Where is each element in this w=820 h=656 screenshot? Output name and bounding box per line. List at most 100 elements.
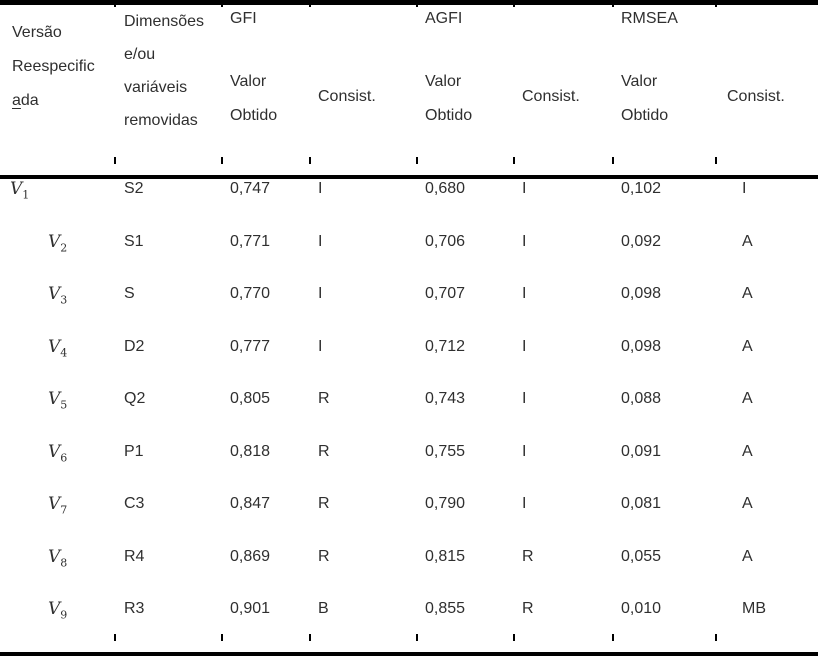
removed-cell: D2 [124, 337, 145, 355]
column-divider-tick [715, 157, 717, 164]
version-subscript: 5 [60, 398, 68, 412]
version-subscript: 9 [60, 608, 68, 622]
version-subscript: 1 [22, 188, 30, 202]
header-rmsea-value-line2: Obtido [621, 107, 669, 124]
column-divider-tick [416, 0, 418, 7]
gfi-consist-cell: R [318, 442, 330, 460]
version-letter: V [48, 284, 61, 304]
header-gfi-label: GFI [230, 10, 257, 27]
column-divider-tick [309, 634, 311, 641]
rmsea-consist-cell: A [742, 442, 753, 460]
column-divider-tick [513, 634, 515, 641]
column-divider-tick [114, 0, 116, 7]
agfi-value-cell: 0,712 [425, 337, 466, 355]
header-version-line1: Versão [12, 24, 62, 41]
agfi-consist-cell: I [522, 232, 527, 250]
column-divider-tick [612, 157, 614, 164]
gfi-consist-cell: I [318, 337, 323, 355]
column-divider-tick [114, 634, 116, 641]
gfi-consist-cell: R [318, 495, 330, 512]
table-row: V1 S2 0,747 I 0,680 I 0,102 I [0, 177, 818, 232]
version-cell: V7 [0, 494, 115, 547]
rmsea-consist-cell: A [742, 337, 753, 355]
rmsea-value-cell: 0,081 [621, 495, 662, 512]
version-letter: V [10, 179, 23, 199]
rmsea-value-cell: 0,102 [621, 180, 662, 197]
gfi-consist-cell: R [318, 547, 330, 565]
removed-cell: R3 [115, 599, 222, 656]
rmsea-value-cell: 0,098 [621, 337, 662, 355]
gfi-value-cell: 0,771 [230, 232, 271, 250]
underlined-letter: a [12, 92, 21, 109]
version-cell: V9 [0, 599, 115, 656]
rmsea-value-cell: 0,055 [621, 547, 662, 565]
rmsea-consist-cell: I [742, 180, 747, 197]
agfi-consist-cell: I [522, 337, 527, 355]
header-agfi: AGFI Valor Obtido [417, 2, 514, 179]
version-cell: V3 [0, 284, 115, 337]
column-divider-tick [309, 0, 311, 7]
agfi-consist-cell: R [522, 547, 534, 565]
removed-cell: R4 [124, 547, 145, 565]
column-divider-tick [612, 634, 614, 641]
version-subscript: 7 [60, 503, 68, 517]
column-divider-tick [221, 0, 223, 7]
removed-cell: Q2 [124, 390, 146, 407]
version-subscript: 3 [60, 293, 68, 307]
rmsea-consist-cell: A [742, 495, 753, 512]
header-version-line2: Reespecific [12, 58, 95, 75]
agfi-value-cell: 0,790 [425, 495, 466, 512]
agfi-consist-cell: I [522, 390, 527, 407]
gfi-value-cell: 0,869 [230, 547, 271, 565]
version-subscript: 8 [60, 555, 68, 569]
version-letter: V [48, 546, 61, 567]
column-divider-tick [715, 634, 717, 641]
agfi-value-cell: 0,707 [425, 285, 466, 302]
table-row: V6 P1 0,818 R 0,755 I 0,091 A [0, 442, 818, 495]
gfi-value-cell: 0,777 [230, 337, 271, 355]
rmsea-consist-cell: A [742, 547, 753, 565]
version-cell: V6 [0, 442, 115, 495]
agfi-value-cell: 0,855 [417, 599, 514, 656]
gfi-consist-cell: I [318, 285, 323, 302]
header-rmsea-consist-label: Consist. [727, 88, 785, 105]
header-version-column: Versão Reespecific ada [0, 2, 115, 179]
version-letter: V [48, 336, 61, 357]
header-rmsea: RMSEA Valor Obtido [613, 2, 716, 179]
table-row: V9 R3 0,901 B 0,855 R 0,010 MB [0, 599, 818, 656]
table-row: V5 Q2 0,805 R 0,743 I 0,088 A [0, 389, 818, 442]
table-row: V2 S1 0,771 I 0,706 I 0,092 A [0, 232, 818, 285]
table-row: V3 S 0,770 I 0,707 I 0,098 A [0, 284, 818, 337]
column-divider-tick [513, 157, 515, 164]
rmsea-consist-cell: A [742, 390, 753, 407]
header-agfi-consist: Consist. [514, 2, 613, 179]
column-divider-tick [715, 0, 717, 7]
header-version-line3-rest: da [20, 92, 39, 109]
version-cell: V4 [0, 337, 115, 390]
header-agfi-value-line1: Valor [425, 73, 462, 90]
header-gfi-consist-label: Consist. [318, 88, 376, 105]
column-divider-tick [416, 634, 418, 641]
agfi-value-cell: 0,743 [425, 390, 466, 407]
gfi-value-cell: 0,770 [230, 285, 271, 302]
gfi-value-cell: 0,818 [230, 442, 271, 460]
version-cell: V2 [0, 232, 115, 285]
agfi-value-cell: 0,755 [425, 442, 466, 460]
agfi-consist-cell: I [522, 180, 527, 197]
column-divider-tick [221, 634, 223, 641]
column-divider-tick [513, 0, 515, 7]
header-agfi-label: AGFI [425, 10, 463, 27]
agfi-consist-cell: I [522, 442, 527, 460]
table-row: V8 R4 0,869 R 0,815 R 0,055 A [0, 547, 818, 600]
gfi-consist-cell: B [310, 599, 417, 656]
header-gfi-value-line1: Valor [230, 73, 267, 90]
header-rmsea-consist: Consist. [716, 2, 818, 179]
table-body: V1 S2 0,747 I 0,680 I 0,102 I V2 S1 0,77… [0, 177, 818, 656]
removed-cell: S [124, 285, 135, 302]
column-divider-tick [416, 157, 418, 164]
agfi-value-cell: 0,680 [425, 180, 466, 197]
rmsea-value-cell: 0,091 [621, 442, 662, 460]
removed-cell: S2 [124, 180, 144, 197]
